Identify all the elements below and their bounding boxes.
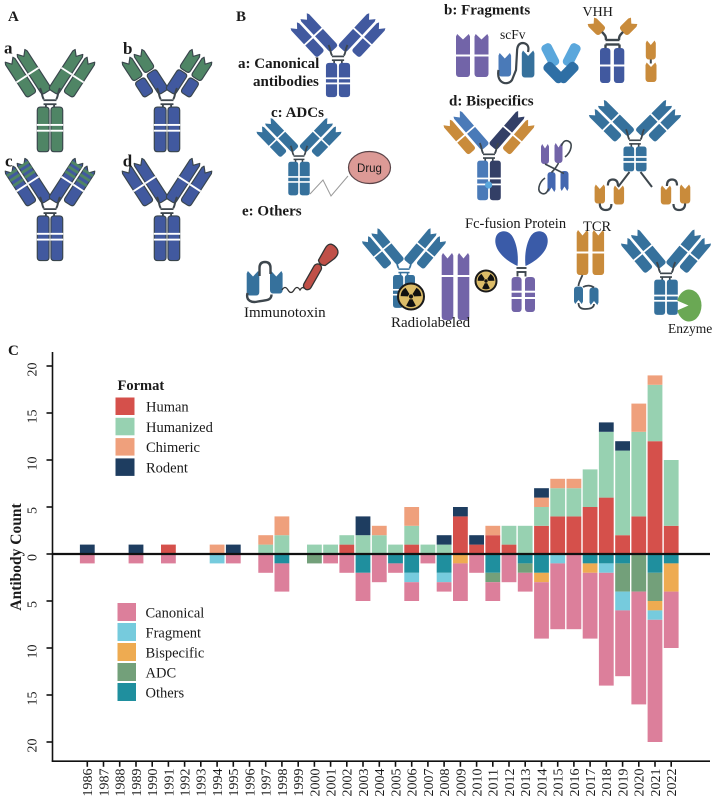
svg-text:2006: 2006	[406, 769, 421, 797]
svg-text:5: 5	[26, 507, 41, 514]
svg-text:C: C	[8, 343, 19, 359]
svg-text:scFv: scFv	[500, 27, 526, 42]
svg-text:B: B	[236, 9, 246, 25]
svg-text:2011: 2011	[487, 769, 502, 796]
svg-text:Others: Others	[146, 686, 185, 702]
svg-text:Antibody Count: Antibody Count	[8, 503, 25, 611]
svg-text:antibodies: antibodies	[253, 74, 319, 90]
svg-text:Bispecific: Bispecific	[146, 646, 205, 662]
svg-text:Fragment: Fragment	[146, 626, 202, 642]
svg-text:20: 20	[26, 739, 41, 753]
svg-text:2016: 2016	[568, 769, 583, 797]
svg-text:2017: 2017	[584, 769, 599, 797]
svg-text:TCR: TCR	[583, 219, 612, 235]
svg-text:1989: 1989	[130, 769, 145, 797]
svg-text:2007: 2007	[422, 769, 437, 797]
svg-text:2005: 2005	[389, 769, 404, 797]
svg-text:Fc-fusion Protein: Fc-fusion Protein	[465, 216, 567, 232]
svg-text:1992: 1992	[179, 769, 194, 797]
svg-text:Format: Format	[118, 378, 165, 394]
svg-text:0: 0	[26, 554, 41, 561]
svg-text:c: ADCs: c: ADCs	[271, 105, 324, 121]
svg-text:1995: 1995	[227, 769, 242, 797]
svg-text:2008: 2008	[438, 769, 453, 797]
svg-text:15: 15	[26, 692, 41, 706]
svg-text:2018: 2018	[600, 769, 615, 797]
svg-text:15: 15	[26, 410, 41, 424]
svg-text:Enzyme: Enzyme	[668, 321, 712, 336]
svg-text:a: a	[4, 39, 13, 58]
svg-text:2013: 2013	[519, 769, 534, 797]
svg-text:2022: 2022	[665, 769, 680, 797]
svg-text:2015: 2015	[552, 769, 567, 797]
svg-text:2002: 2002	[341, 769, 356, 797]
svg-text:Drug: Drug	[357, 163, 382, 175]
svg-text:1998: 1998	[276, 769, 291, 797]
svg-text:a: Canonical: a: Canonical	[238, 56, 319, 72]
svg-text:Canonical: Canonical	[146, 606, 205, 622]
svg-text:Chimeric: Chimeric	[146, 440, 200, 456]
svg-text:d: d	[123, 152, 133, 171]
svg-text:2009: 2009	[454, 769, 469, 797]
svg-text:10: 10	[26, 457, 41, 471]
svg-text:1987: 1987	[97, 769, 112, 797]
svg-text:Humanized: Humanized	[146, 420, 214, 436]
svg-text:1996: 1996	[243, 769, 258, 797]
svg-text:Rodent: Rodent	[146, 460, 188, 476]
svg-text:2014: 2014	[535, 769, 550, 797]
svg-text:10: 10	[26, 645, 41, 659]
svg-text:2010: 2010	[470, 769, 485, 797]
svg-text:c: c	[5, 151, 13, 170]
svg-text:1993: 1993	[195, 769, 210, 797]
svg-text:2012: 2012	[503, 769, 518, 797]
svg-text:1991: 1991	[162, 769, 177, 797]
svg-text:2020: 2020	[633, 769, 648, 797]
svg-text:VHH: VHH	[583, 5, 613, 20]
svg-text:Human: Human	[146, 400, 189, 416]
svg-text:b: b	[123, 39, 132, 58]
svg-text:1990: 1990	[146, 769, 161, 797]
svg-text:e: Others: e: Others	[242, 204, 302, 220]
svg-text:1999: 1999	[292, 769, 307, 797]
svg-text:1986: 1986	[81, 769, 96, 797]
svg-text:Immunotoxin: Immunotoxin	[244, 305, 326, 321]
svg-text:1994: 1994	[211, 769, 226, 797]
svg-text:b: Fragments: b: Fragments	[444, 3, 530, 19]
svg-text:2001: 2001	[325, 769, 340, 797]
svg-text:1988: 1988	[114, 769, 129, 797]
svg-text:ADC: ADC	[146, 666, 177, 682]
svg-text:2000: 2000	[308, 769, 323, 797]
svg-text:2004: 2004	[373, 769, 388, 797]
svg-text:d: Bispecifics: d: Bispecifics	[449, 94, 534, 110]
svg-text:5: 5	[26, 601, 41, 608]
svg-text:2003: 2003	[357, 769, 372, 797]
svg-text:Radiolabeled: Radiolabeled	[391, 315, 471, 331]
svg-text:1997: 1997	[260, 769, 275, 797]
svg-text:A: A	[8, 9, 19, 25]
svg-text:20: 20	[26, 363, 41, 377]
svg-text:2021: 2021	[649, 769, 664, 797]
svg-text:2019: 2019	[616, 769, 631, 797]
